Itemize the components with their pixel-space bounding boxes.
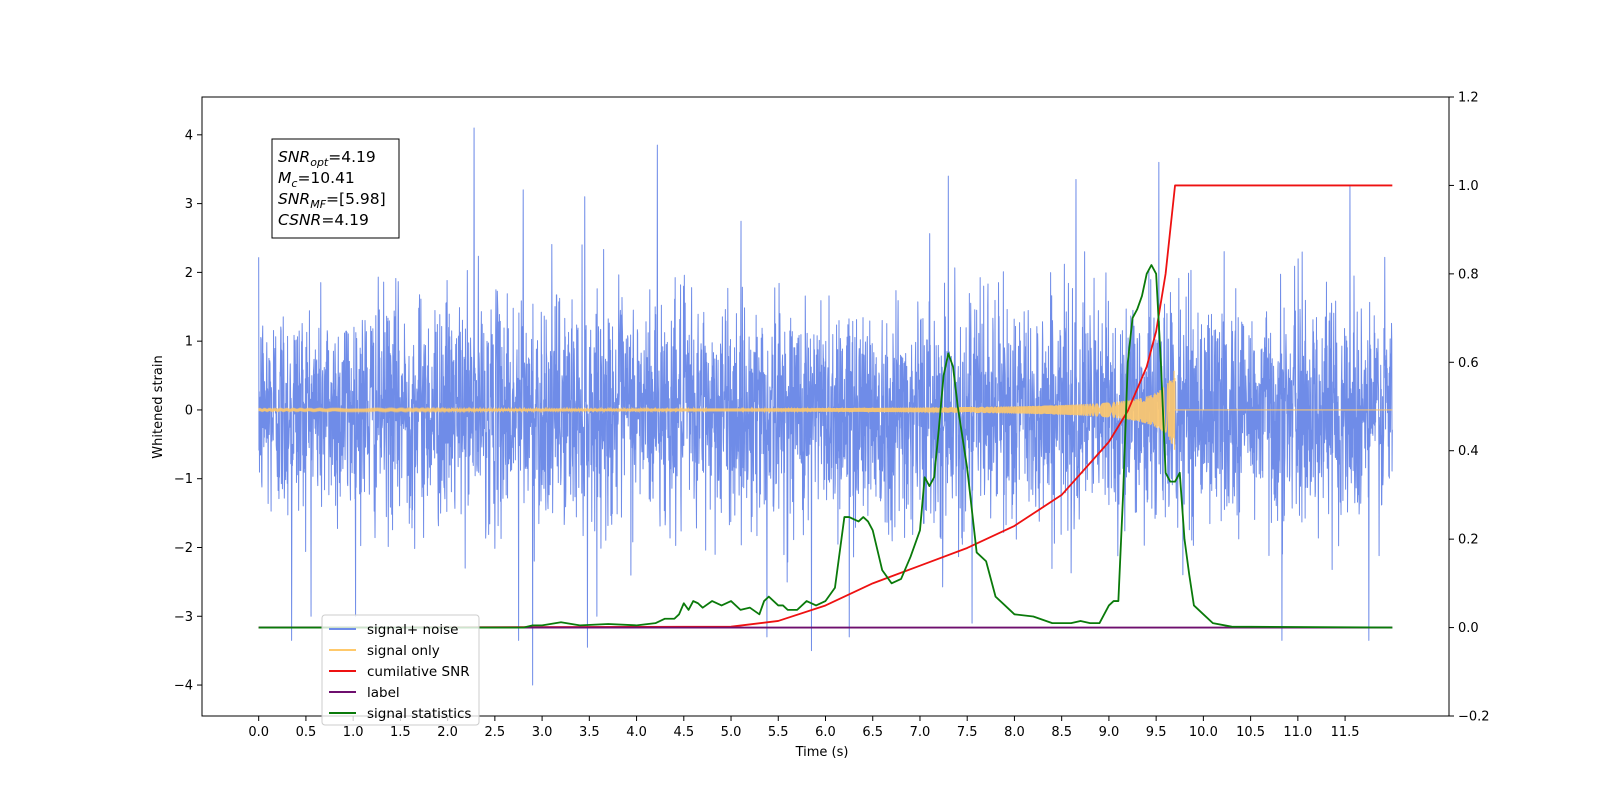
x-tick-label: 9.5 xyxy=(1146,725,1167,740)
annotation-symbol: M xyxy=(278,169,291,187)
legend-label: label xyxy=(367,685,400,701)
y2-tick-label: 0.0 xyxy=(1458,621,1479,636)
annotation-subscript: MF xyxy=(310,198,326,211)
x-axis-label: Time (s) xyxy=(795,745,849,760)
y-axis-label: Whitened strain xyxy=(151,355,166,458)
annotation-subscript: opt xyxy=(310,156,329,169)
legend-frame xyxy=(321,614,480,726)
legend-label: cumilative SNR xyxy=(367,664,470,680)
x-tick-label: 10.0 xyxy=(1189,725,1218,740)
annotation-symbol: SNR xyxy=(278,190,310,208)
x-tick-label: 1.0 xyxy=(343,725,364,740)
x-tick-label: 6.5 xyxy=(862,725,883,740)
y-tick-label: −4 xyxy=(174,679,193,694)
signal-noise-line xyxy=(258,127,1393,686)
x-tick-label: 5.0 xyxy=(721,725,742,740)
series-signal-noise xyxy=(258,127,1393,686)
annotation-line: Mc=10.41 xyxy=(278,169,355,190)
x-tick-label: 10.5 xyxy=(1236,725,1265,740)
annotation-line: SNRMF=[5.98] xyxy=(278,190,386,211)
y2-tick-label: 1.0 xyxy=(1458,179,1479,194)
annotation-symbol: CSNR xyxy=(278,211,321,229)
series-signal-statistics xyxy=(258,264,1393,629)
y2-tick-label: 0.2 xyxy=(1458,533,1479,548)
series-signal-only xyxy=(258,370,1393,450)
y2-tick-label: 0.4 xyxy=(1458,444,1479,459)
y2-tick-label: 1.2 xyxy=(1458,91,1479,106)
x-tick-label: 11.0 xyxy=(1283,725,1312,740)
legend-label: signal statistics xyxy=(367,706,471,722)
series-cumulative-snr xyxy=(258,184,1393,629)
x-tick-label: 4.0 xyxy=(626,725,647,740)
x-tick-label: 3.0 xyxy=(532,725,553,740)
x-axis: 0.0 0.5 1.0 1.5 2.0 2.5 3.0 3.5 4.0 4.5 5.0 5.5 6.0 6… xyxy=(248,716,1360,740)
annotation-value: =10.41 xyxy=(297,169,354,187)
cumulative-snr-line xyxy=(258,184,1393,629)
x-tick-label: 2.0 xyxy=(437,725,458,740)
y-tick-label: 0 xyxy=(185,403,193,418)
legend-label: signal+ noise xyxy=(367,622,458,638)
x-tick-label: 2.5 xyxy=(485,725,506,740)
y-axis-left: 4 3 2 1 0 −1 −2 −3 −4 xyxy=(174,128,202,694)
annotation-value: =4.19 xyxy=(321,211,369,229)
x-tick-label: 4.5 xyxy=(673,725,694,740)
x-tick-label: 6.0 xyxy=(815,725,836,740)
y-tick-label: 2 xyxy=(185,266,193,281)
y-tick-label: 3 xyxy=(185,197,193,212)
signal-statistics-line xyxy=(258,264,1393,629)
legend: signal+ noise signal only cumilative SNR la… xyxy=(321,614,480,726)
x-tick-label: 7.5 xyxy=(957,725,978,740)
x-tick-label: 5.5 xyxy=(768,725,789,740)
annotation-frame xyxy=(271,138,400,239)
y2-tick-label: 0.6 xyxy=(1458,356,1479,371)
annotation-symbol: SNR xyxy=(278,148,310,166)
y-tick-label: 4 xyxy=(185,128,193,143)
y-axis-right: 1.2 1.0 0.8 0.6 0.4 0.2 0.0 −0.2 xyxy=(1449,91,1490,725)
x-tick-label: 1.5 xyxy=(390,725,411,740)
x-tick-label: 0.0 xyxy=(248,725,269,740)
y-tick-label: −3 xyxy=(174,610,193,625)
x-tick-label: 8.5 xyxy=(1051,725,1072,740)
annotation-line: CSNR=4.19 xyxy=(278,211,369,229)
y-tick-label: −1 xyxy=(174,472,193,487)
y2-tick-label: −0.2 xyxy=(1458,710,1490,725)
annotation-subscript: c xyxy=(291,177,297,190)
annotation-value: =4.19 xyxy=(328,148,376,166)
signal-only-line xyxy=(258,370,1393,450)
x-tick-label: 0.5 xyxy=(296,725,317,740)
annotation-line: SNRopt=4.19 xyxy=(278,148,376,169)
y2-tick-label: 0.8 xyxy=(1458,267,1479,282)
x-tick-label: 3.5 xyxy=(579,725,600,740)
annotation-value: =[5.98] xyxy=(326,190,386,208)
y-tick-label: −2 xyxy=(174,541,193,556)
legend-label: signal only xyxy=(367,643,440,659)
x-tick-label: 11.5 xyxy=(1331,725,1360,740)
x-tick-label: 8.0 xyxy=(1004,725,1025,740)
x-tick-label: 7.0 xyxy=(910,725,931,740)
x-tick-label: 9.0 xyxy=(1099,725,1120,740)
y-tick-label: 1 xyxy=(185,335,193,350)
